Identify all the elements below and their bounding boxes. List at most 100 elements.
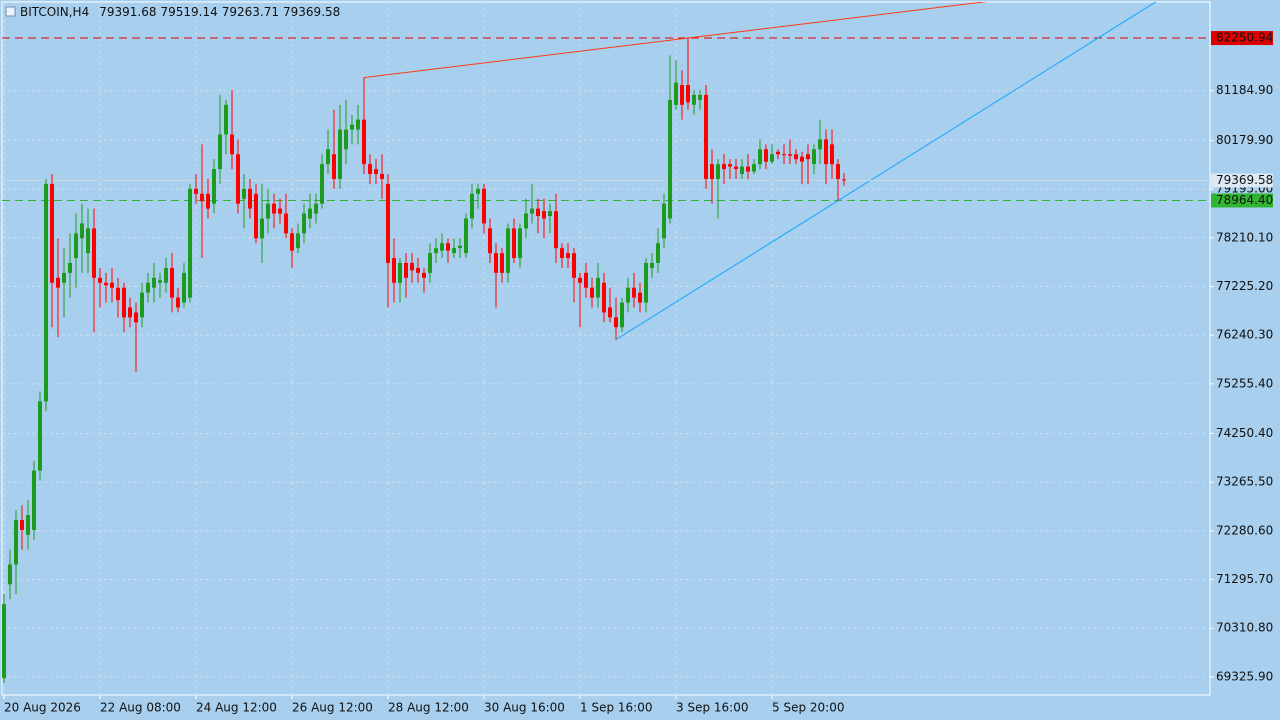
candle-body <box>410 262 414 271</box>
candle-body <box>788 154 792 156</box>
close-value: 79369.58 <box>283 5 340 19</box>
candle-body <box>62 272 66 283</box>
candle-body <box>506 228 510 273</box>
candle-body <box>572 253 576 278</box>
candle-body <box>32 470 36 530</box>
candle-body <box>722 164 726 170</box>
open-value: 79391.68 <box>99 5 156 19</box>
candle-body <box>728 164 732 167</box>
candle-body <box>542 211 546 219</box>
y-tick-label: 74250.40 <box>1216 426 1273 440</box>
candle-body <box>770 154 774 162</box>
candle-body <box>80 223 84 239</box>
candle-body <box>296 233 300 249</box>
y-tick-label: 70310.80 <box>1216 621 1273 635</box>
x-tick-label: 1 Sep 16:00 <box>580 701 652 715</box>
candle-body <box>422 272 426 278</box>
x-tick-label: 28 Aug 12:00 <box>388 701 469 715</box>
candle-body <box>692 94 696 105</box>
candle-body <box>428 253 432 273</box>
candle-body <box>320 164 324 204</box>
candle-body <box>584 272 588 288</box>
candle-body <box>26 515 30 535</box>
candle-body <box>242 188 246 199</box>
candle-body <box>278 208 282 214</box>
candle-body <box>314 203 318 214</box>
candle-body <box>440 243 444 251</box>
candle-body <box>842 179 846 181</box>
candle-body <box>452 248 456 254</box>
candle-body <box>830 144 834 165</box>
candle-body <box>554 211 558 249</box>
candle-body <box>536 208 540 217</box>
candle-body <box>368 164 372 175</box>
candle-body <box>338 129 342 179</box>
candle-body <box>374 169 378 175</box>
candle-body <box>188 188 192 298</box>
y-tick-label: 75255.40 <box>1216 376 1273 390</box>
x-tick-label: 20 Aug 2026 <box>4 701 81 715</box>
x-tick-label: 22 Aug 08:00 <box>100 701 181 715</box>
candle-body <box>752 164 756 172</box>
candle-body <box>716 164 720 179</box>
candle-body <box>122 287 126 318</box>
candle-body <box>164 267 168 283</box>
candle-body <box>488 228 492 254</box>
candle-body <box>656 243 660 263</box>
candle-body <box>380 174 384 179</box>
candle-body <box>68 262 72 273</box>
candle-body <box>350 124 354 130</box>
candle-body <box>200 193 204 202</box>
y-tick-label: 78210.10 <box>1216 230 1273 244</box>
candle-body <box>518 228 522 259</box>
candle-body <box>530 208 534 214</box>
candle-body <box>494 253 498 273</box>
candle-body <box>290 233 294 251</box>
candle-body <box>806 154 810 160</box>
candle-body <box>398 262 402 283</box>
candle-body <box>626 287 630 303</box>
y-tick-label: 81184.90 <box>1216 83 1273 97</box>
candle-body <box>650 262 654 268</box>
y-tick-label: 76240.30 <box>1216 328 1273 342</box>
candle-body <box>404 262 408 278</box>
candle-body <box>218 134 222 170</box>
candle-body <box>782 154 786 156</box>
candle-body <box>308 208 312 219</box>
candle-body <box>20 520 24 530</box>
candle-body <box>104 282 108 286</box>
candle-body <box>734 166 738 170</box>
candle-body <box>230 134 234 155</box>
candle-body <box>458 245 462 249</box>
candle-body <box>8 564 12 585</box>
candle-body <box>98 277 102 283</box>
candle-body <box>194 188 198 194</box>
candle-body <box>704 94 708 179</box>
candle-body <box>116 287 120 301</box>
candle-body <box>416 267 420 273</box>
candle-body <box>662 203 666 239</box>
candle-body <box>638 292 642 303</box>
candle-body <box>590 287 594 298</box>
x-tick-label: 26 Aug 12:00 <box>292 701 373 715</box>
y-tick-label: 80179.90 <box>1216 133 1273 147</box>
candle-body <box>386 183 390 263</box>
candle-body <box>224 104 228 135</box>
candle-body <box>500 253 504 273</box>
candle-body <box>140 292 144 318</box>
candle-body <box>680 85 684 105</box>
candle-body <box>824 139 828 165</box>
candle-body <box>212 169 216 204</box>
candle-body <box>152 277 156 288</box>
high-value: 79519.14 <box>160 5 217 19</box>
candle-body <box>566 253 570 259</box>
candle-body <box>602 282 606 313</box>
candle-body <box>446 243 450 251</box>
level-box <box>1211 193 1273 208</box>
candle-body <box>524 213 528 229</box>
candle-body <box>668 99 672 219</box>
candle-body <box>392 258 396 283</box>
candle-body <box>686 85 690 103</box>
